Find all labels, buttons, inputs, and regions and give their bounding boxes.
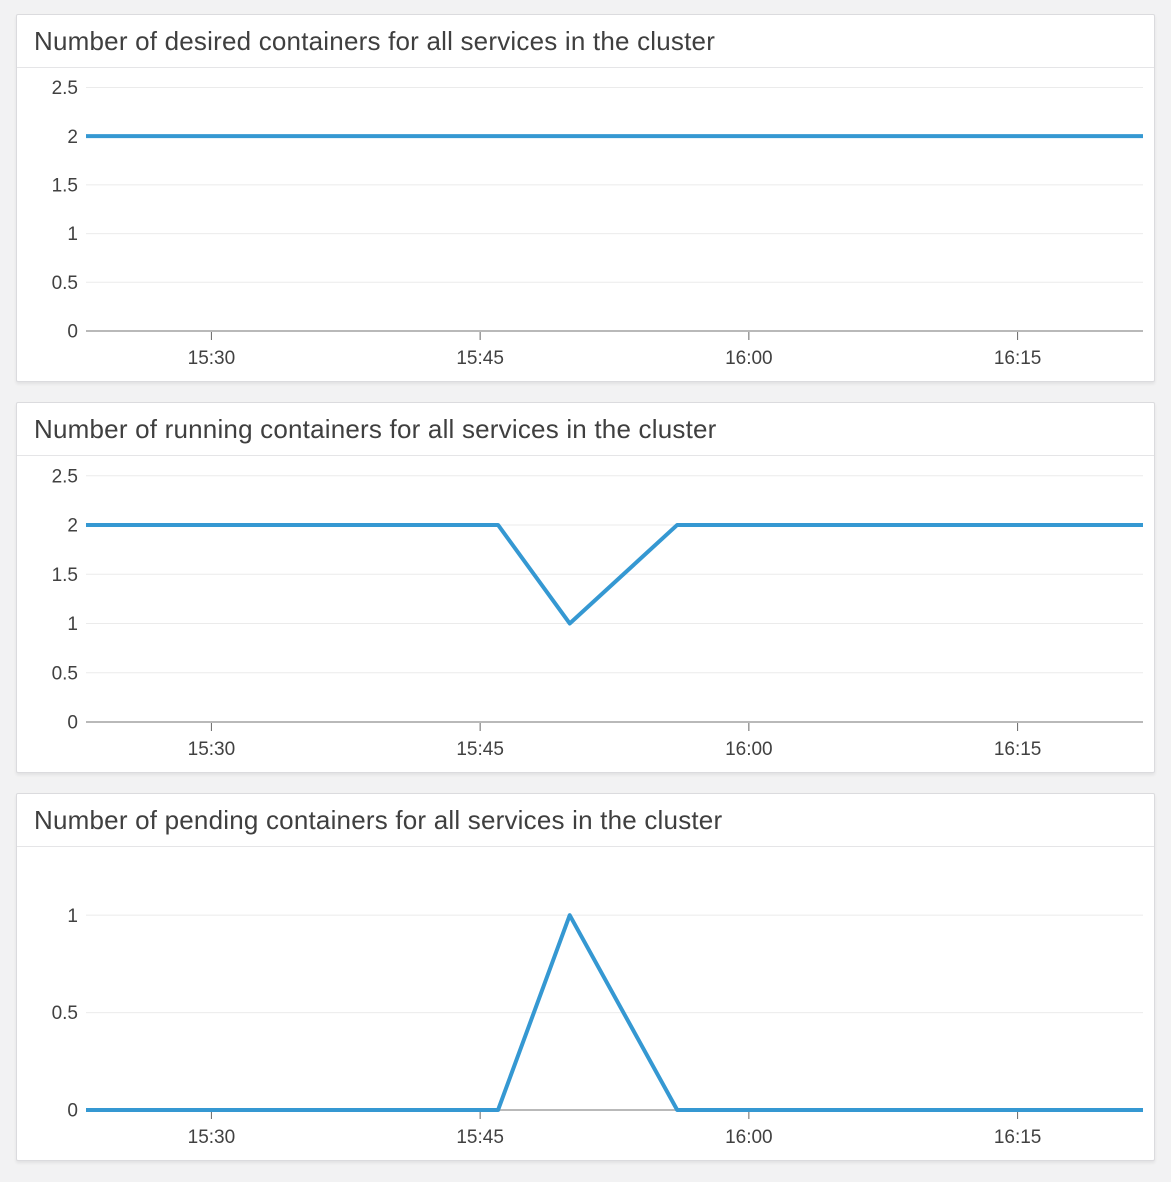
x-axis-tick-label: 15:45 — [456, 1127, 504, 1148]
y-axis-tick-label: 1 — [67, 906, 78, 927]
running-containers-line-chart: 2.5 2 1.5 1 0.5 0 15:30 15:45 16:00 16:15 — [52, 466, 1143, 760]
desired-containers-line-chart: 2.5 2 1.5 1 0.5 0 15:30 15:45 16:00 16:15 — [52, 78, 1143, 369]
y-axis-tick-label: 2.5 — [52, 78, 78, 99]
chart-card-running-containers: Number of running containers for all ser… — [16, 402, 1155, 773]
chart-title: Number of running containers for all ser… — [34, 414, 717, 444]
chart-card-desired-containers: Number of desired containers for all ser… — [16, 14, 1155, 382]
chart-plot-area: 1 0.5 0 15:30 15:45 16:00 16:15 — [17, 847, 1154, 1160]
chart-title: Number of pending containers for all ser… — [34, 805, 723, 835]
x-axis-tick-label: 15:45 — [456, 348, 504, 369]
y-axis-tick-label: 2 — [67, 127, 78, 148]
y-axis-tick-label: 0 — [67, 322, 78, 343]
pending-containers-line-chart: 1 0.5 0 15:30 15:45 16:00 16:15 — [52, 906, 1143, 1148]
chart-card-pending-containers: Number of pending containers for all ser… — [16, 793, 1155, 1161]
y-axis-tick-label: 1 — [67, 614, 78, 635]
metric-line-series — [86, 913, 1143, 1112]
x-axis-tick-label: 15:30 — [188, 739, 236, 760]
y-axis-tick-label: 0.5 — [52, 1003, 78, 1024]
chart-card-header: Number of pending containers for all ser… — [17, 794, 1154, 847]
x-axis-tick-label: 16:00 — [725, 348, 773, 369]
y-axis-tick-label: 0.5 — [52, 663, 78, 684]
chart-card-header: Number of running containers for all ser… — [17, 403, 1154, 456]
x-axis-tick-label: 16:00 — [725, 739, 773, 760]
y-axis-tick-label: 2.5 — [52, 466, 78, 487]
x-axis-tick-label: 15:30 — [188, 348, 236, 369]
y-axis-tick-label: 2 — [67, 516, 78, 537]
x-axis-tick-label: 16:00 — [725, 1127, 773, 1148]
metric-line-series — [86, 522, 1143, 626]
x-axis-tick-label: 15:30 — [188, 1127, 236, 1148]
y-axis-tick-label: 1.5 — [52, 176, 78, 197]
y-axis-tick-label: 1.5 — [52, 565, 78, 586]
x-axis-tick-label: 16:15 — [994, 739, 1042, 760]
y-axis-tick-label: 1 — [67, 224, 78, 245]
y-axis-tick-label: 0 — [67, 1101, 78, 1122]
chart-plot-area: 2.5 2 1.5 1 0.5 0 15:30 15:45 16:00 16:15 — [17, 456, 1154, 772]
chart-plot-area: 2.5 2 1.5 1 0.5 0 15:30 15:45 16:00 16:15 — [17, 68, 1154, 381]
x-axis-tick-label: 16:15 — [994, 348, 1042, 369]
x-axis-tick-label: 15:45 — [456, 739, 504, 760]
x-axis-tick-label: 16:15 — [994, 1127, 1042, 1148]
chart-card-header: Number of desired containers for all ser… — [17, 15, 1154, 68]
y-axis-tick-label: 0.5 — [52, 273, 78, 294]
chart-title: Number of desired containers for all ser… — [34, 26, 716, 56]
y-axis-tick-label: 0 — [67, 713, 78, 734]
